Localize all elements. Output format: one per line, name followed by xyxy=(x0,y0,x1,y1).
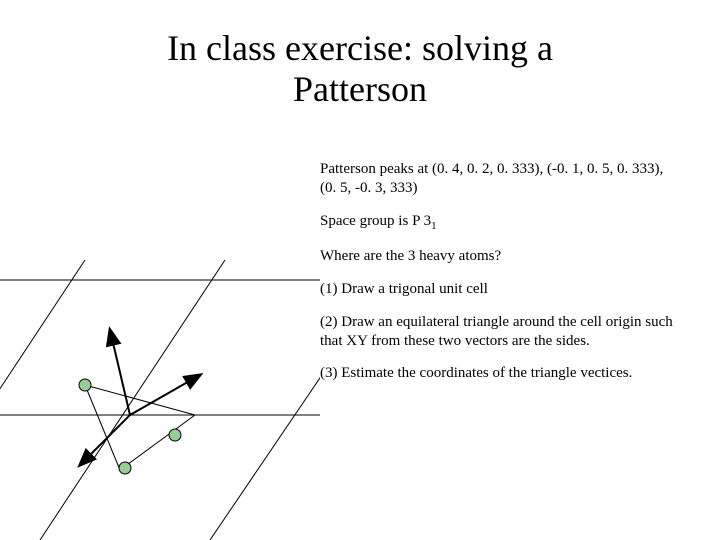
atom-dot xyxy=(169,429,181,441)
vector-arrow xyxy=(80,415,130,465)
vector-arrow xyxy=(110,330,130,415)
text-block: Patterson peaks at (0. 4, 0. 2, 0. 333),… xyxy=(320,160,680,397)
space-group-sub: 1 xyxy=(431,220,437,232)
question-text: Where are the 3 heavy atoms? xyxy=(320,247,680,266)
grid-line xyxy=(40,260,225,540)
diagram-svg xyxy=(0,260,320,540)
step1-text: (1) Draw a trigonal unit cell xyxy=(320,280,680,299)
slide-title: In class exercise: solving a Patterson xyxy=(0,0,720,111)
atom-dot xyxy=(119,462,131,474)
step2-text: (2) Draw an equilateral triangle around … xyxy=(320,313,680,351)
space-group-pre: Space group is P 3 xyxy=(320,213,431,229)
atom-dot xyxy=(79,379,91,391)
space-group-line: Space group is P 31 xyxy=(320,212,680,234)
peaks-text: Patterson peaks at (0. 4, 0. 2, 0. 333),… xyxy=(320,160,680,198)
grid-line xyxy=(0,260,85,540)
step3-text: (3) Estimate the coordinates of the tria… xyxy=(320,364,680,383)
vector-arrow xyxy=(130,375,200,415)
title-line2: Patterson xyxy=(293,69,427,109)
grid-line xyxy=(210,260,320,540)
triangle-edge xyxy=(120,415,195,470)
title-line1: In class exercise: solving a xyxy=(167,28,553,68)
